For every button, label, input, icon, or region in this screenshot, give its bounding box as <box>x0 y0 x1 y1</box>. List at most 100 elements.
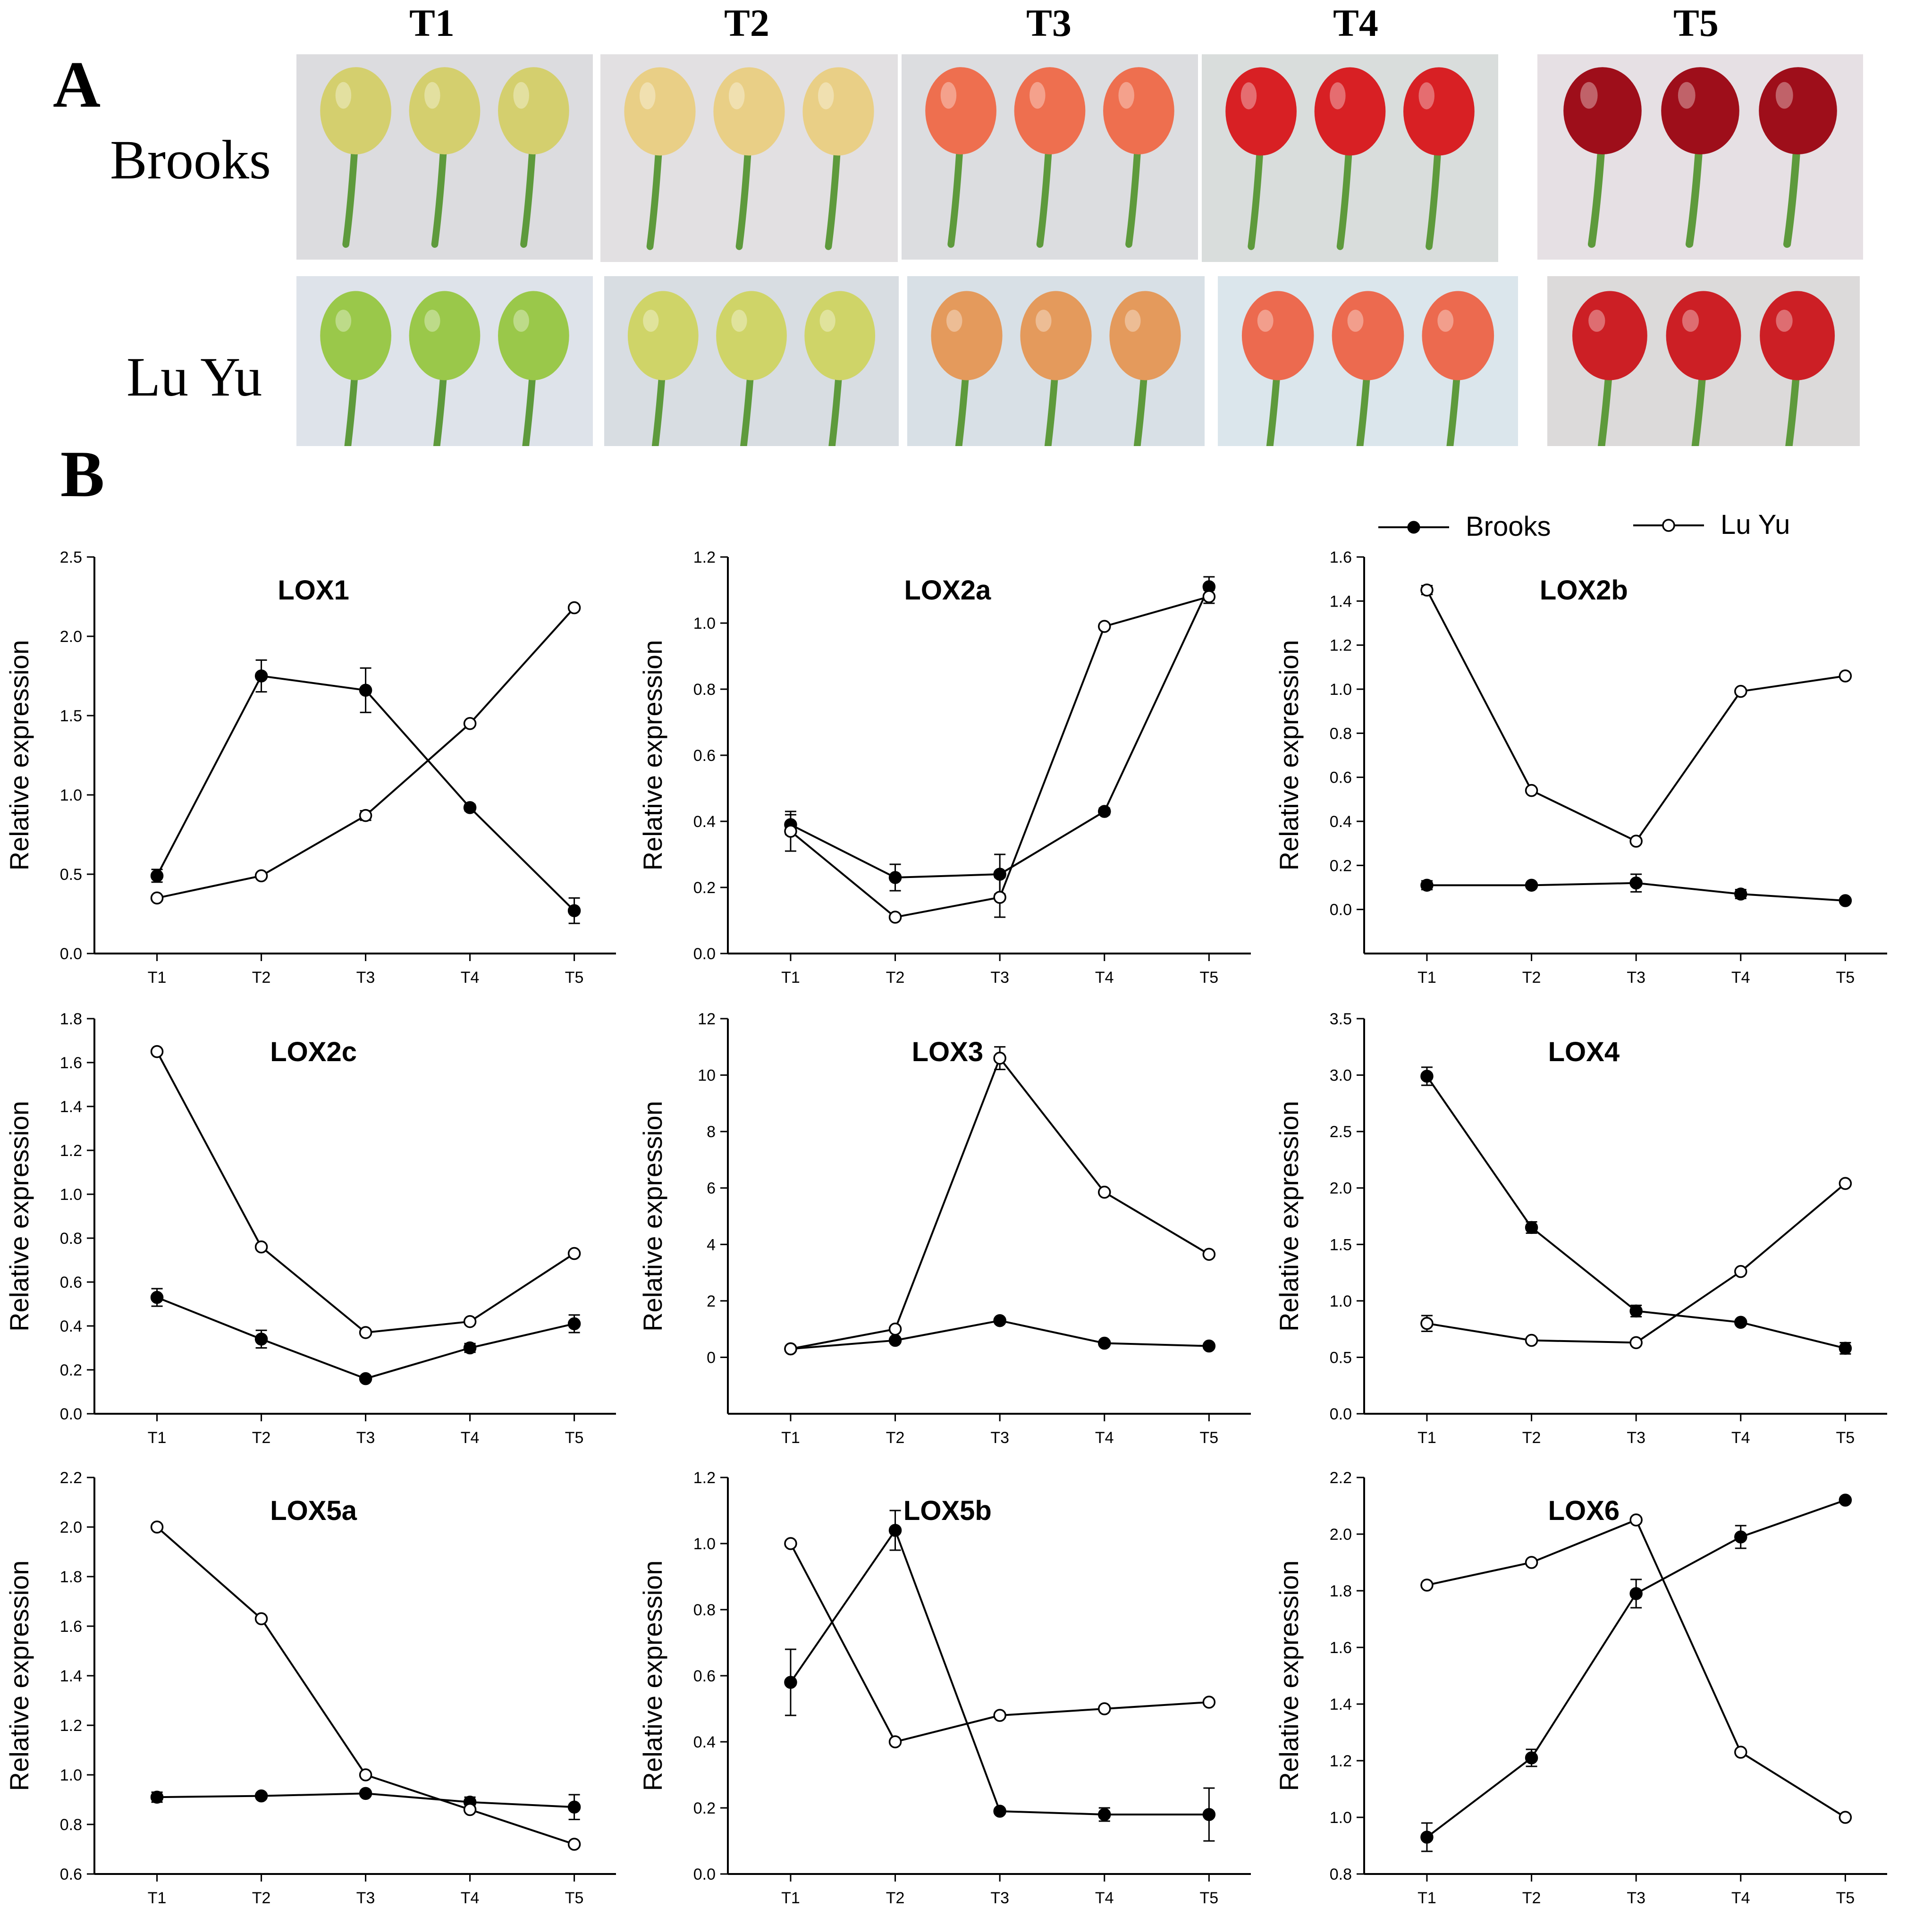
fruit-photo-brooks-t2 <box>600 54 898 262</box>
lox6-point-brooks <box>1525 1751 1538 1764</box>
lox2b-x-tick-label: T4 <box>1731 969 1750 987</box>
lox3-point-luyu <box>784 1342 797 1356</box>
lox2c-y-tick-label: 0.6 <box>60 1274 82 1291</box>
lox2c-point-brooks <box>150 1291 164 1304</box>
lox5a-y-tick-label: 2.2 <box>60 1469 82 1487</box>
lox1-point-brooks <box>359 684 372 697</box>
lox2c-x-tick-label: T4 <box>461 1429 480 1447</box>
lox1-series-luyu-line <box>157 607 575 899</box>
lox5b-y-tick-label: 0.0 <box>693 1865 716 1883</box>
lox6-series-brooks-line <box>1426 1499 1846 1838</box>
lox2a-x-tick-label: T4 <box>1095 969 1114 987</box>
lox2c-ylabel: Relative expression <box>4 1101 34 1332</box>
lox1-point-luyu <box>463 717 477 730</box>
lox2b-x-tick-label: T3 <box>1627 969 1645 987</box>
lox6-y-tick-label: 1.8 <box>1330 1582 1352 1600</box>
stage-label-t1: T1 <box>409 1 455 44</box>
lox6-title: LOX6 <box>1548 1495 1620 1526</box>
lox2b-y-tick-label: 0.2 <box>1330 857 1352 875</box>
lox2c-y-tick-label: 0.2 <box>60 1361 82 1379</box>
lox5b-y-tick-label: 1.2 <box>693 1469 716 1487</box>
lox4-x-tick-label: T1 <box>1417 1429 1436 1447</box>
lox6-x-tick-label: T1 <box>1417 1889 1436 1907</box>
lox2c-point-brooks <box>359 1372 372 1385</box>
lox2b-point-brooks <box>1525 878 1538 892</box>
lox5b-point-luyu <box>1202 1696 1216 1709</box>
lox4-y-tick-label: 0.5 <box>1330 1349 1352 1367</box>
lox1-y-tick-label: 1.5 <box>60 707 82 725</box>
lox4-point-luyu <box>1734 1265 1747 1278</box>
lox5a-point-brooks <box>254 1789 268 1803</box>
lox6-point-luyu <box>1420 1578 1434 1592</box>
lox4-y-tick-label: 1.5 <box>1330 1236 1352 1254</box>
lox2a-point-brooks <box>1098 805 1111 818</box>
lox2a-x-tick-label: T2 <box>886 969 905 987</box>
lox4-y-tick-label: 3.0 <box>1330 1067 1352 1085</box>
lox2c-title: LOX2c <box>270 1037 357 1067</box>
lox2b-y-tick-label: 1.6 <box>1330 549 1352 566</box>
lox5b-x-tick-label: T4 <box>1095 1889 1114 1907</box>
lox4-point-brooks <box>1839 1342 1852 1355</box>
lox5a-point-luyu <box>567 1838 581 1851</box>
fruit-photo-brooks-t3 <box>902 54 1198 260</box>
lox2a-ylabel: Relative expression <box>638 640 667 871</box>
lox2b-point-luyu <box>1839 669 1852 683</box>
lox4-series-luyu-line <box>1426 1182 1846 1344</box>
lox5b-point-brooks <box>993 1805 1006 1818</box>
lox2a-y-tick-label: 0.2 <box>693 879 716 897</box>
lox3-point-brooks <box>1202 1339 1216 1353</box>
lox5a-y-tick-label: 2.0 <box>60 1519 82 1536</box>
lox3-point-brooks <box>1098 1336 1111 1350</box>
lox3-x-tick-label: T2 <box>886 1429 905 1447</box>
lox3-point-brooks <box>993 1314 1006 1327</box>
lox6-series-luyu-line <box>1426 1519 1846 1818</box>
lox5b-point-brooks <box>1098 1808 1111 1821</box>
lox1-point-brooks <box>150 869 164 883</box>
lox2a-point-brooks <box>888 871 902 884</box>
lox2b-y-tick-label: 0.8 <box>1330 725 1352 743</box>
lox2a-series-brooks-line <box>790 586 1210 879</box>
lox2c-y-tick-label: 1.6 <box>60 1054 82 1072</box>
lox2c-y-tick-label: 1.2 <box>60 1142 82 1160</box>
lox4-y-tick-label: 0.0 <box>1330 1405 1352 1423</box>
lox5b-title: LOX5b <box>903 1495 992 1526</box>
lox6-y-tick-label: 1.4 <box>1330 1696 1352 1713</box>
lox2b-point-luyu <box>1629 835 1643 848</box>
lox5a-y-tick-label: 1.0 <box>60 1766 82 1784</box>
fruit-photo-brooks-t4 <box>1202 54 1498 262</box>
lox1-x-tick-label: T2 <box>252 969 271 987</box>
lox6-point-brooks <box>1629 1587 1643 1600</box>
fruit-photo-brooks-t1 <box>296 54 593 260</box>
lox2a-y-tick-label: 1.2 <box>693 549 716 566</box>
lox5b-point-luyu <box>993 1709 1006 1722</box>
lox5b-point-brooks <box>1202 1808 1216 1821</box>
lox2a-point-luyu <box>993 891 1006 904</box>
lox2a-point-luyu <box>1098 620 1111 633</box>
lox5a-point-brooks <box>359 1787 372 1800</box>
lox1-point-luyu <box>150 891 164 905</box>
lox5a-point-luyu <box>359 1768 372 1781</box>
lox1-y-tick-label: 0.0 <box>60 945 82 963</box>
lox3-series-luyu-line <box>790 1056 1210 1350</box>
lox6-x-tick-label: T3 <box>1627 1889 1645 1907</box>
lox2c-point-brooks <box>254 1333 268 1346</box>
lox2b-point-brooks <box>1734 887 1747 901</box>
lox5b-y-tick-label: 1.0 <box>693 1535 716 1553</box>
lox3-point-luyu <box>888 1322 902 1336</box>
lox6-y-tick-label: 0.8 <box>1330 1865 1352 1883</box>
lox5a-y-tick-label: 1.8 <box>60 1568 82 1586</box>
lox2b-y-tick-label: 1.2 <box>1330 637 1352 655</box>
lox2a-point-luyu <box>1202 590 1216 603</box>
lox2c-y-tick-label: 0.8 <box>60 1230 82 1248</box>
fruit-photo-luyu-t3 <box>907 276 1205 446</box>
lox2b-point-brooks <box>1839 894 1852 907</box>
lox2b-y-tick-label: 1.4 <box>1330 592 1352 610</box>
fruit-photo-luyu-t1 <box>296 276 593 446</box>
lox2a-y-tick-label: 0.4 <box>693 813 716 831</box>
lox6-y-tick-label: 2.0 <box>1330 1526 1352 1544</box>
lox3-x-tick-label: T4 <box>1095 1429 1114 1447</box>
lox5b-y-tick-label: 0.4 <box>693 1733 716 1751</box>
lox3-y-tick-label: 4 <box>707 1236 716 1254</box>
